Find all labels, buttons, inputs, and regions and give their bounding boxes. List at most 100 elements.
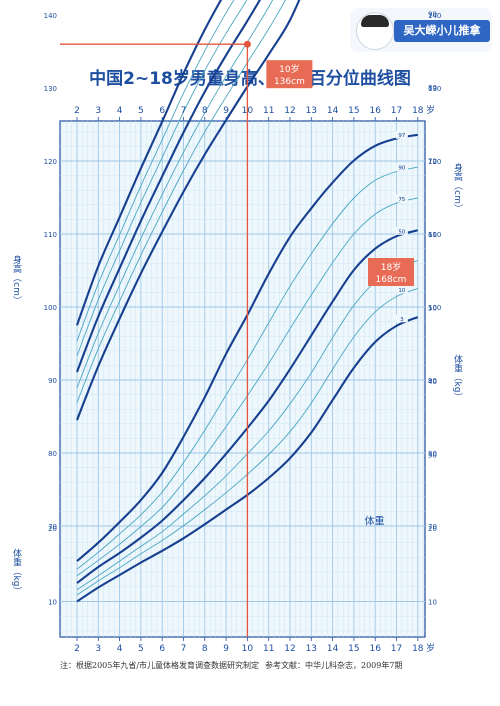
weight-tick-label-right: 70 <box>428 158 437 166</box>
x-tick-label-top: 2 <box>74 106 80 116</box>
weight-tick-label-left: 10 <box>48 599 57 607</box>
weight-tick-label-right: 90 <box>428 11 437 19</box>
cartoon-face-icon <box>356 12 394 50</box>
height-tick-label-left: 120 <box>44 158 57 166</box>
weight-tick-label-right: 30 <box>428 452 437 460</box>
height-tick-label-left: 80 <box>48 450 57 458</box>
x-tick-label-bottom: 5 <box>138 644 144 654</box>
height-tick-label-left: 100 <box>44 304 57 312</box>
reference-note: 参考文献：中华儿科杂志，2009年7期 <box>265 661 403 670</box>
x-tick-label-bottom: 17 <box>391 644 402 654</box>
height-tick-label-left: 70 <box>48 523 57 531</box>
weight-tag-p97: 97 <box>398 133 405 139</box>
weight-tag-bg <box>395 130 408 139</box>
height-p75-curve <box>76 0 248 357</box>
x-tick-label-bottom: 15 <box>348 644 359 654</box>
x-tick-label-bottom: 7 <box>181 644 187 654</box>
height-tick-label-right: 80 <box>428 450 437 458</box>
y-axis-title-weight-left: 体重（kg） <box>11 547 22 595</box>
height-p90-curve <box>76 0 235 342</box>
weight-tag-bg <box>395 226 408 235</box>
annotation-label-18y-line1: 18岁 <box>381 261 401 273</box>
height-tick-label-right: 140 <box>428 12 441 20</box>
x-tick-label-top: 13 <box>306 106 317 116</box>
x-tick-label-bottom: 6 <box>159 644 165 654</box>
annotation-label-bg-10y <box>266 60 313 89</box>
annotation-label-10y-line2: 136cm <box>274 77 305 87</box>
x-tick-label-bottom: 8 <box>202 644 208 654</box>
x-tick-label-top: 18 <box>412 106 424 116</box>
x-unit-top: 岁 <box>426 104 435 116</box>
height-tick-label-right: 90 <box>428 377 437 385</box>
axes: 2 2 3 3 4 4 5 5 6 6 7 7 8 8 9 9 10 10 11 11 12 12 13 13 14 14 15 15… <box>11 11 463 655</box>
weight-tick-label-right: 10 <box>428 599 437 607</box>
height-tick-label-left: 140 <box>44 12 57 20</box>
y-axis-title-weight-right: 体重（kg） <box>452 353 463 401</box>
brand-label: 吴大嵘小儿推拿 <box>394 20 490 42</box>
weight-tick-label-right: 80 <box>428 84 437 92</box>
brand-badge: 吴大嵘小儿推拿 <box>350 8 492 52</box>
grid <box>59 120 426 638</box>
y-axis-title-height-left: 身高（cm） <box>11 254 22 305</box>
height-tick-label-right: 120 <box>428 158 441 166</box>
footnote: 注：根据2005年九省/市儿童体格发育调查数据研究制定 <box>60 661 260 670</box>
weight-tick-label-left: 20 <box>48 525 57 533</box>
weight-tick-label-right: 60 <box>428 231 437 239</box>
height-tick-label-right: 130 <box>428 85 441 93</box>
annotation-label-bg-18y <box>368 258 414 286</box>
x-tick-label-top: 12 <box>284 106 295 116</box>
x-tick-label-top: 17 <box>391 106 402 116</box>
weight-tag-p50: 50 <box>398 229 405 235</box>
weight-tag-bg <box>395 194 408 203</box>
x-tick-label-bottom: 11 <box>263 644 274 654</box>
hair-shape <box>361 15 389 27</box>
weight-tick-label-right: 40 <box>428 378 437 386</box>
x-tick-label-top: 7 <box>181 106 187 116</box>
x-tick-label-top: 4 <box>117 106 123 116</box>
x-tick-label-bottom: 4 <box>117 644 123 654</box>
x-tick-label-top: 9 <box>223 106 229 116</box>
x-unit-bottom: 岁 <box>426 642 435 654</box>
weight-tag-bg <box>395 314 408 323</box>
x-tick-label-bottom: 9 <box>223 644 229 654</box>
annotation-label-18y-line2: 168cm <box>376 275 407 285</box>
x-tick-label-top: 8 <box>202 106 208 116</box>
x-tick-label-bottom: 3 <box>95 644 101 654</box>
x-tick-label-top: 16 <box>369 106 381 116</box>
height-p50-curve <box>76 0 262 373</box>
weight-tag-bg <box>395 285 408 294</box>
weight-tag-p10: 10 <box>398 288 405 294</box>
chart-title: 中国2~18岁男童身高、体重百分位曲线图 <box>89 69 411 89</box>
height-tick-label-left: 90 <box>48 377 57 385</box>
weight-tick-label-right: 20 <box>428 525 437 533</box>
height-p97-curve <box>76 0 223 326</box>
weight-tag-p90: 90 <box>398 166 405 172</box>
x-tick-label-bottom: 12 <box>284 644 295 654</box>
plot-area <box>59 120 426 638</box>
x-tick-label-bottom: 10 <box>242 644 254 654</box>
height-tick-label-right: 100 <box>428 304 441 312</box>
x-tick-label-top: 11 <box>263 106 274 116</box>
weight-tag-bg <box>395 163 408 172</box>
x-tick-label-bottom: 16 <box>369 644 381 654</box>
annotation-point-10y <box>243 40 251 48</box>
annotation-label-10y-line1: 10岁 <box>279 63 299 75</box>
x-tick-label-top: 5 <box>138 106 144 116</box>
x-tick-label-bottom: 2 <box>74 644 80 654</box>
weight-group-label: 体重 <box>365 514 385 527</box>
height-tick-label-right: 70 <box>428 523 437 531</box>
annotations: 10岁 136cm 18岁 168cm <box>60 40 414 637</box>
x-tick-label-top: 6 <box>159 106 165 116</box>
x-tick-label-top: 15 <box>348 106 359 116</box>
x-tick-label-top: 14 <box>327 106 339 116</box>
weight-tag-p75: 75 <box>398 197 405 203</box>
weight-tick-label-right: 50 <box>428 305 437 313</box>
x-tick-label-bottom: 13 <box>306 644 317 654</box>
x-tick-label-bottom: 14 <box>327 644 339 654</box>
height-tick-label-left: 110 <box>44 231 57 239</box>
height-tick-label-left: 130 <box>44 85 57 93</box>
x-tick-label-top: 3 <box>95 106 101 116</box>
height-tick-label-right: 110 <box>428 231 441 239</box>
weight-tag-p3: 3 <box>400 317 404 323</box>
